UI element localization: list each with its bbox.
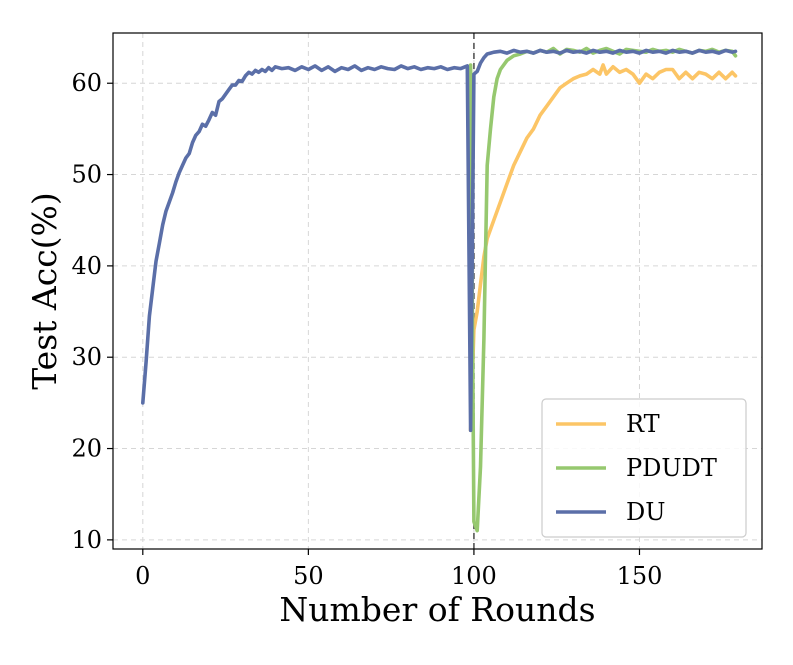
x-axis-label: Number of Rounds [279,590,595,629]
series-group [141,46,738,533]
legend-box [541,398,747,538]
y-tick-label: 50 [71,161,102,189]
axis-ticks: 0 50 100 150 10 20 30 40 50 60 [71,69,662,590]
x-tick-label: 100 [451,562,497,590]
plot-frame [112,32,763,550]
x-tick-label: 50 [293,562,324,590]
x-tick-label: 0 [135,562,150,590]
series-line-rt [468,63,738,433]
y-tick-label: 60 [71,69,102,97]
y-tick-label: 30 [71,343,102,371]
series-line-du [141,48,738,433]
legend-label-pdudt: PDUDT [626,454,717,482]
legend-label-rt: RT [626,410,660,438]
y-axis-label: Test Acc(%) [25,192,64,390]
x-tick-label: 150 [617,562,663,590]
legend: RT PDUDT DU [541,398,747,538]
legend-label-du: DU [626,498,665,526]
y-tick-label: 20 [71,435,102,463]
y-tick-label: 10 [71,526,102,554]
y-tick-label: 40 [71,252,102,280]
